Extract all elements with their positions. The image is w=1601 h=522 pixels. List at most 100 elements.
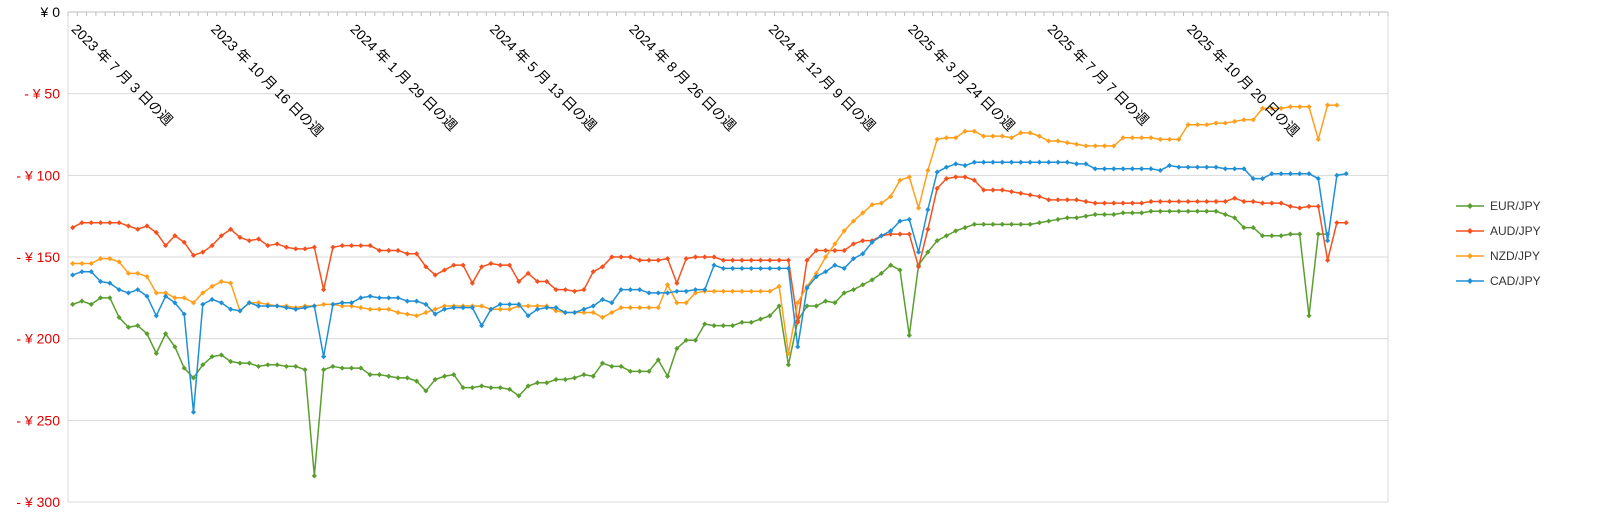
data-point <box>255 300 262 306</box>
data-point <box>1194 164 1201 170</box>
data-point <box>125 270 132 276</box>
data-point <box>79 298 85 304</box>
data-point <box>293 246 299 252</box>
data-point <box>432 272 438 278</box>
data-point <box>1222 120 1228 126</box>
data-point <box>506 262 513 268</box>
data-point <box>1083 161 1089 167</box>
data-point <box>432 376 438 383</box>
data-point <box>1185 198 1191 205</box>
data-point <box>534 278 541 285</box>
data-point <box>237 234 243 240</box>
data-point <box>990 159 996 165</box>
data-point <box>1157 167 1163 174</box>
data-point <box>181 311 187 317</box>
data-point <box>321 367 327 373</box>
data-point <box>841 247 847 254</box>
data-point <box>525 303 531 309</box>
data-point <box>367 293 373 299</box>
data-point <box>1064 159 1070 165</box>
data-point <box>1018 190 1024 196</box>
data-point <box>953 161 959 167</box>
data-point <box>692 337 699 343</box>
data-point <box>376 372 383 378</box>
data-point <box>748 288 754 294</box>
data-point <box>739 265 745 272</box>
data-point <box>906 332 912 338</box>
legend-swatch-marker <box>1467 203 1473 209</box>
data-point <box>934 169 940 175</box>
data-point <box>200 290 206 296</box>
data-point <box>404 375 410 381</box>
data-point <box>423 301 429 307</box>
y-tick-label: - ¥ 200 <box>16 331 60 347</box>
data-point <box>88 269 94 275</box>
data-point <box>246 360 252 366</box>
data-point <box>1092 211 1098 218</box>
data-point <box>850 218 857 224</box>
data-point <box>1073 197 1080 203</box>
data-point <box>962 128 968 134</box>
data-point <box>479 264 485 270</box>
data-point <box>618 254 624 260</box>
data-point <box>1120 166 1126 172</box>
data-point <box>720 265 726 272</box>
data-point <box>850 256 857 262</box>
data-point <box>274 362 280 368</box>
data-point <box>1055 138 1061 144</box>
data-point <box>934 136 940 142</box>
data-point <box>534 303 541 309</box>
data-point <box>367 372 373 378</box>
data-point <box>358 295 364 301</box>
data-point <box>386 247 392 254</box>
legend-swatch-marker <box>1467 253 1473 259</box>
data-point <box>1055 159 1061 165</box>
data-point <box>1083 198 1089 205</box>
data-point <box>1250 198 1256 205</box>
data-point <box>70 225 76 231</box>
data-point <box>702 254 708 260</box>
data-point <box>1185 164 1191 170</box>
data-point <box>497 306 503 312</box>
data-point <box>423 309 429 316</box>
data-point <box>915 205 922 211</box>
data-point <box>432 306 438 312</box>
data-point <box>981 187 987 193</box>
data-point <box>971 177 977 183</box>
data-point <box>153 313 159 319</box>
data-point <box>1306 171 1312 177</box>
data-point <box>1306 313 1312 319</box>
data-point <box>1157 136 1163 142</box>
data-point <box>1232 118 1238 125</box>
data-point <box>739 319 745 325</box>
data-point <box>1129 135 1135 141</box>
data-point <box>1129 166 1135 172</box>
data-point <box>1194 208 1201 214</box>
data-point <box>209 242 215 249</box>
data-point <box>330 363 336 370</box>
x-axis <box>67 11 1389 502</box>
data-point <box>413 251 420 257</box>
data-point <box>674 345 680 352</box>
y-tick-label: - ¥ 250 <box>16 412 60 428</box>
data-point <box>228 306 234 312</box>
data-point <box>711 323 717 329</box>
data-point <box>841 228 847 234</box>
data-point <box>469 305 475 311</box>
data-point <box>748 319 754 325</box>
data-point <box>581 309 587 316</box>
data-point <box>525 270 531 276</box>
data-point <box>1111 200 1117 206</box>
data-point <box>897 231 903 237</box>
legend-label: NZD/JPY <box>1490 249 1540 263</box>
data-point <box>386 373 392 379</box>
data-point <box>841 290 847 296</box>
data-point <box>218 278 224 285</box>
data-point <box>1185 208 1191 214</box>
data-point <box>190 409 197 415</box>
data-point <box>172 295 178 301</box>
data-point <box>757 265 764 272</box>
data-point <box>218 352 224 358</box>
data-point <box>534 306 541 312</box>
data-point <box>1315 203 1321 209</box>
